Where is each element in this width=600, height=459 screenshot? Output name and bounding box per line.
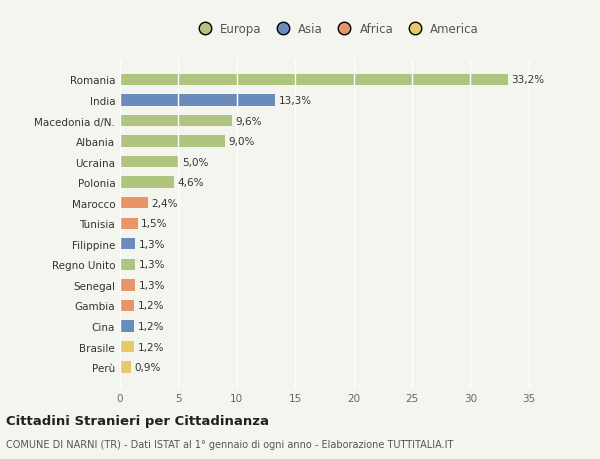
Bar bbox=[120, 321, 134, 332]
Text: 1,3%: 1,3% bbox=[139, 260, 165, 270]
Text: 4,6%: 4,6% bbox=[177, 178, 204, 188]
Text: 1,3%: 1,3% bbox=[139, 280, 165, 290]
Text: 1,5%: 1,5% bbox=[141, 219, 167, 229]
Bar bbox=[120, 157, 178, 168]
Text: 0,9%: 0,9% bbox=[134, 362, 160, 372]
Bar bbox=[120, 218, 137, 230]
Bar bbox=[120, 198, 148, 209]
Bar bbox=[120, 116, 232, 127]
Bar bbox=[120, 259, 135, 270]
Text: 9,0%: 9,0% bbox=[229, 137, 255, 147]
Bar bbox=[120, 341, 134, 353]
Text: 2,4%: 2,4% bbox=[152, 198, 178, 208]
Text: 9,6%: 9,6% bbox=[236, 116, 262, 126]
Bar bbox=[120, 177, 174, 188]
Text: 1,2%: 1,2% bbox=[137, 301, 164, 311]
Bar bbox=[120, 239, 135, 250]
Text: 13,3%: 13,3% bbox=[279, 96, 312, 106]
Text: 1,2%: 1,2% bbox=[137, 342, 164, 352]
Bar bbox=[120, 362, 131, 373]
Bar bbox=[120, 75, 508, 86]
Text: 1,2%: 1,2% bbox=[137, 321, 164, 331]
Bar bbox=[120, 95, 275, 106]
Text: 1,3%: 1,3% bbox=[139, 239, 165, 249]
Bar bbox=[120, 280, 135, 291]
Text: 5,0%: 5,0% bbox=[182, 157, 208, 167]
Text: 33,2%: 33,2% bbox=[511, 75, 544, 85]
Bar bbox=[120, 300, 134, 311]
Text: Cittadini Stranieri per Cittadinanza: Cittadini Stranieri per Cittadinanza bbox=[6, 414, 269, 428]
Bar bbox=[120, 136, 225, 147]
Text: COMUNE DI NARNI (TR) - Dati ISTAT al 1° gennaio di ogni anno - Elaborazione TUTT: COMUNE DI NARNI (TR) - Dati ISTAT al 1° … bbox=[6, 440, 454, 449]
Legend: Europa, Asia, Africa, America: Europa, Asia, Africa, America bbox=[193, 23, 479, 36]
